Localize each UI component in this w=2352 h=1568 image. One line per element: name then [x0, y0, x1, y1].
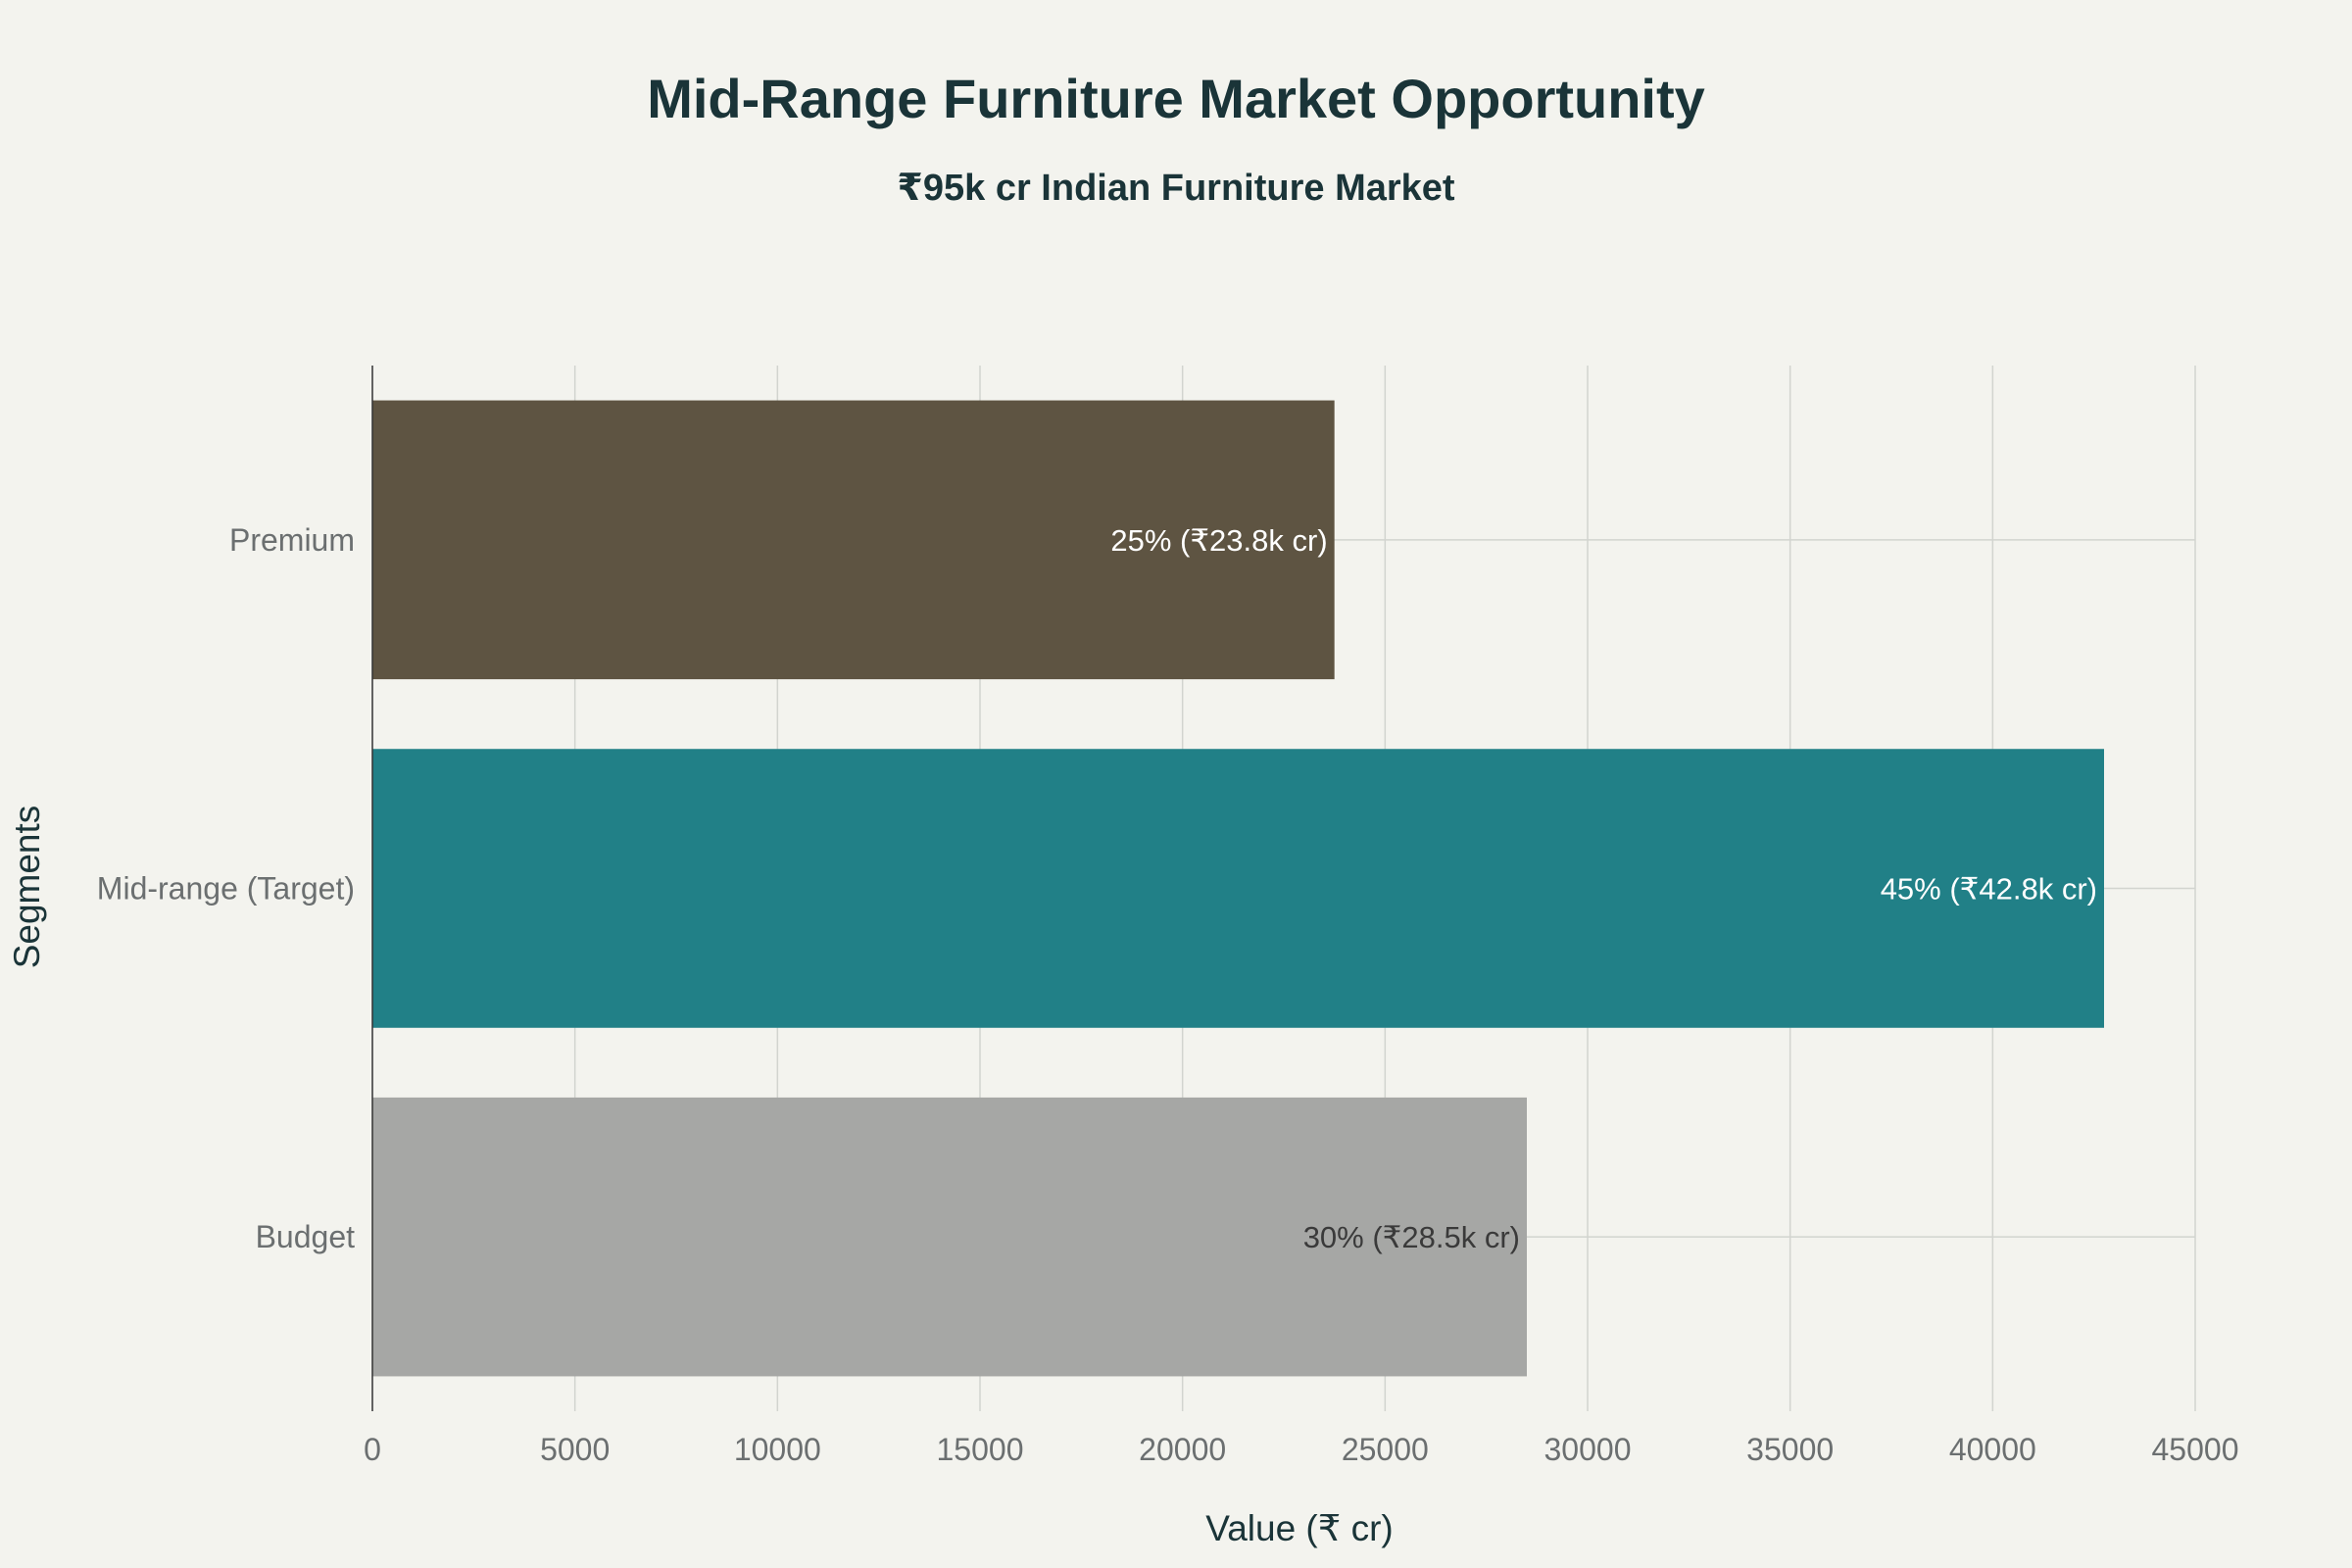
bar[interactable] [372, 1097, 1527, 1377]
chart-subtitle: ₹95k cr Indian Furniture Market [897, 168, 1454, 209]
y-tick-label: Mid-range (Target) [97, 871, 355, 906]
y-tick-label: Budget [256, 1219, 356, 1254]
x-axis-title: Value (₹ cr) [1205, 1508, 1393, 1548]
bars [372, 400, 2104, 1377]
x-tick-label: 0 [364, 1432, 381, 1467]
x-tick-label: 40000 [1949, 1432, 2036, 1467]
x-axis-ticks: 0 5000 10000 15000 20000 25000 30000 35000 40000… [364, 1432, 2238, 1467]
bar[interactable] [372, 749, 2104, 1028]
bar[interactable] [372, 400, 1335, 680]
x-tick-label: 10000 [734, 1432, 821, 1467]
x-tick-label: 25000 [1342, 1432, 1429, 1467]
x-tick-label: 30000 [1544, 1432, 1632, 1467]
data-labels: 25% (₹23.8k cr) 45% (₹42.8k cr) 30% (₹28.5… [1110, 523, 2097, 1254]
chart-title: Mid-Range Furniture Market Opportunity [647, 68, 1705, 129]
bar-data-label: 30% (₹28.5k cr) [1303, 1220, 1520, 1254]
y-tick-label: Premium [229, 522, 355, 558]
bar-data-label: 25% (₹23.8k cr) [1110, 523, 1327, 558]
y-axis-title: Segments [7, 806, 47, 969]
x-tick-label: 5000 [540, 1432, 610, 1467]
x-tick-label: 45000 [2152, 1432, 2239, 1467]
x-tick-label: 15000 [937, 1432, 1024, 1467]
y-axis-ticks: Premium Mid-range (Target) Budget [97, 522, 355, 1254]
x-tick-label: 20000 [1139, 1432, 1226, 1467]
bar-data-label: 45% (₹42.8k cr) [1881, 872, 2097, 906]
x-tick-label: 35000 [1746, 1432, 1834, 1467]
